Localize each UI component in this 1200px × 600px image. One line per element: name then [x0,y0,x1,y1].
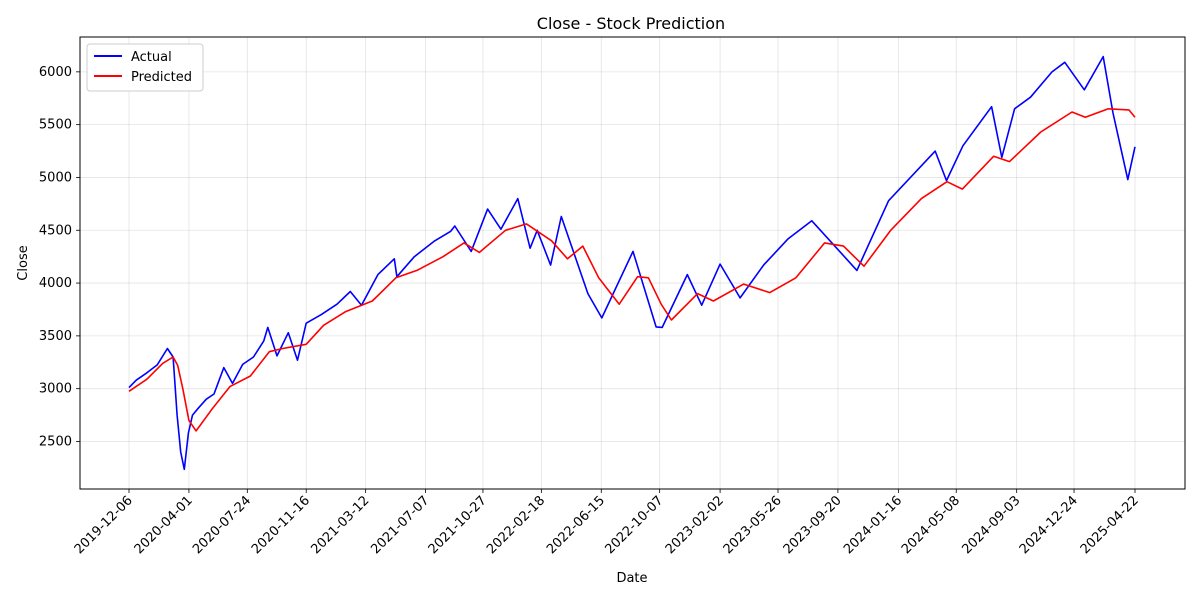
grid-lines [80,37,1185,489]
legend-label-predicted: Predicted [131,70,192,85]
y-axis: 2500 3000 3500 4000 4500 5000 5500 6000 [39,65,80,449]
y-tick-label-4500: 4500 [39,223,72,238]
x-axis-label: Date [616,571,647,586]
y-tick-label-5000: 5000 [39,170,72,185]
series-line-actual [128,55,1136,471]
y-axis-label: Close [16,245,31,280]
y-tick-label-3500: 3500 [39,329,72,344]
series-line-predicted [128,108,1136,432]
chart-title: Close - Stock Prediction [537,14,725,33]
y-tick-label-4000: 4000 [39,276,72,291]
plot-frame [79,36,1186,490]
y-tick-label-5500: 5500 [39,118,72,133]
y-tick-label-2500: 2500 [39,434,72,449]
y-tick-label-6000: 6000 [39,65,72,80]
legend-label-actual: Actual [131,50,172,65]
legend: Actual Predicted [86,43,204,92]
series-layer [128,55,1136,471]
y-tick-label-3000: 3000 [39,382,72,397]
